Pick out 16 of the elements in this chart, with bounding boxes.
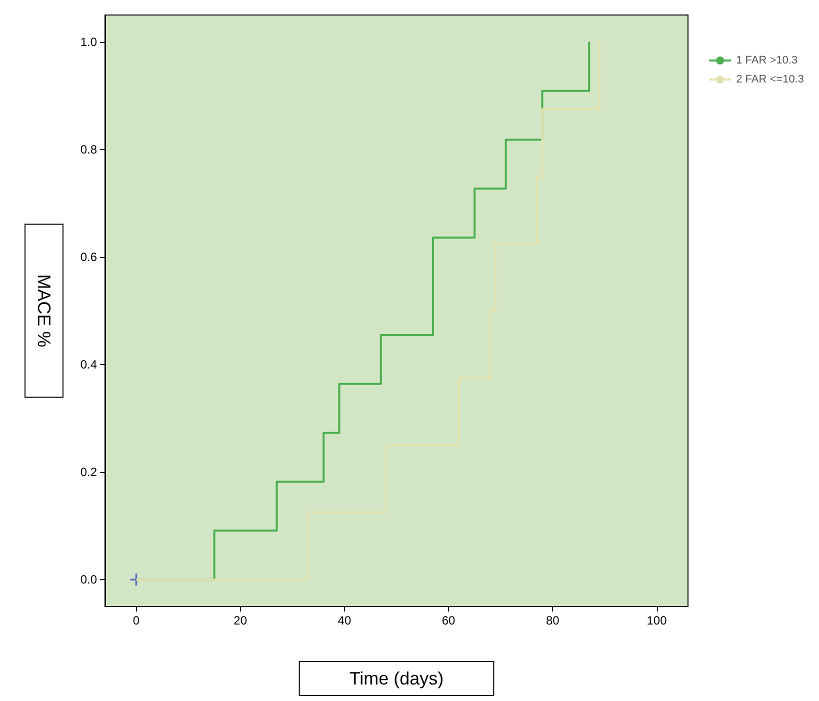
legend-label: 1 FAR >10.3 [736, 54, 798, 66]
x-tick-label: 20 [234, 614, 248, 628]
x-tick-label: 40 [338, 614, 352, 628]
x-tick-label: 0 [132, 614, 140, 628]
y-tick-label: 0.6 [80, 250, 98, 264]
x-tick-label: 100 [646, 614, 668, 628]
y-tick-label: 0.0 [80, 572, 98, 587]
legend-label: 2 FAR <=10.3 [736, 74, 804, 86]
x-axis-title: Time (days) [349, 668, 444, 688]
y-tick-label: 1.0 [80, 34, 98, 49]
y-tick-label: 0.8 [80, 142, 98, 156]
x-tick-label: 60 [442, 614, 456, 628]
y-tick-label: 0.2 [80, 465, 98, 480]
x-tick-label: 80 [546, 614, 560, 628]
y-axis-title: MACE % [34, 274, 54, 348]
y-tick-label: 0.4 [80, 358, 98, 372]
